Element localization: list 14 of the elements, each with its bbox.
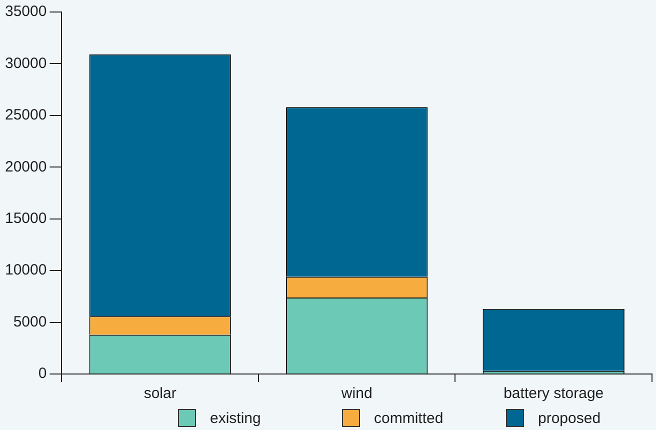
- y-tick-label: 25000: [4, 106, 47, 124]
- legend-label: existing: [210, 410, 262, 426]
- y-tick-label: 15000: [4, 210, 47, 227]
- y-tick-label: 30000: [4, 54, 47, 72]
- y-tick-label: 5000: [13, 313, 47, 330]
- y-tick-label: 0: [38, 365, 47, 382]
- x-tick-label: wind: [340, 385, 372, 402]
- y-tick-label: 35000: [4, 3, 47, 20]
- legend-label: committed: [374, 410, 444, 426]
- x-tick-label: solar: [144, 385, 176, 402]
- legend-label: proposed: [538, 410, 602, 426]
- y-tick-label: 10000: [4, 262, 47, 279]
- y-tick-label: 20000: [4, 158, 47, 176]
- x-tick-label: battery storage: [504, 385, 604, 402]
